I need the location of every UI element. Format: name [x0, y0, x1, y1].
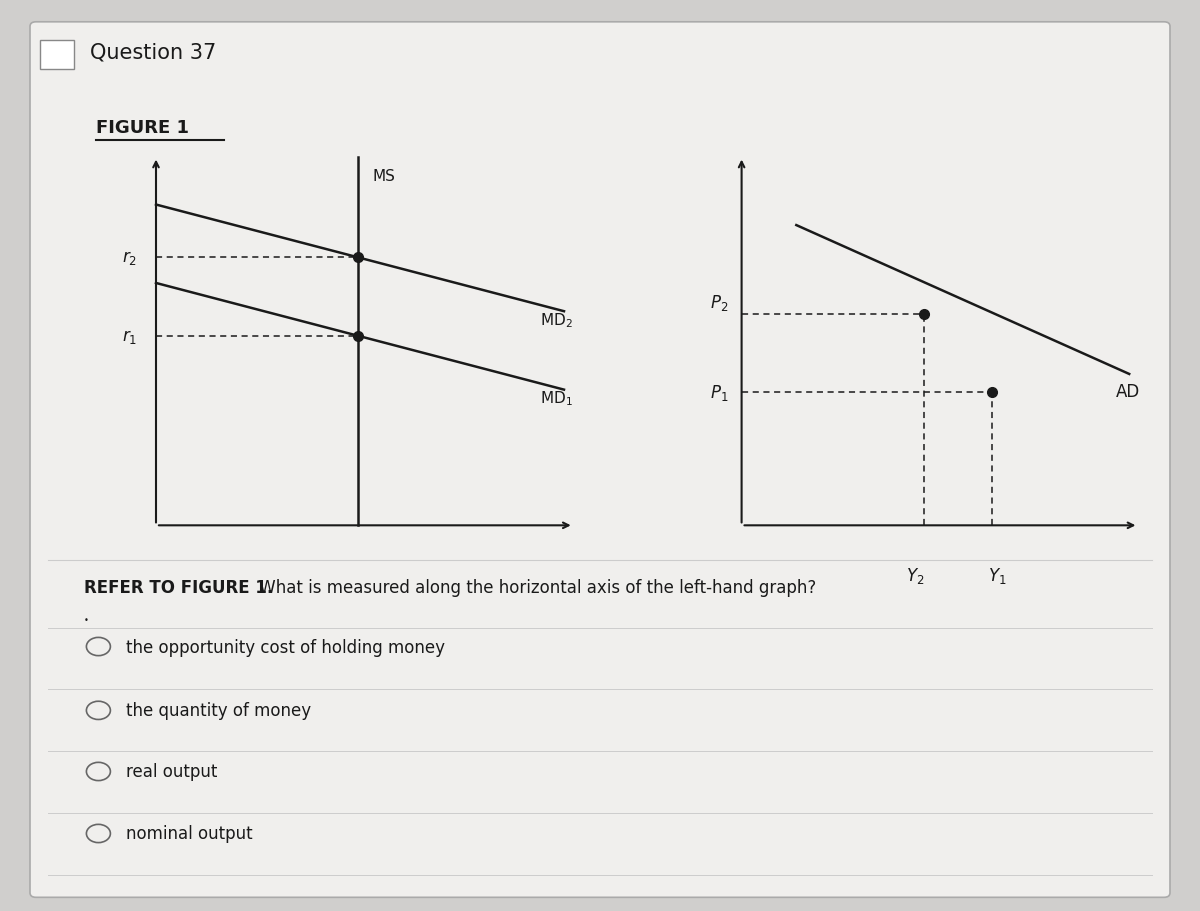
- Text: the opportunity cost of holding money: the opportunity cost of holding money: [126, 638, 445, 656]
- Text: $r_2$: $r_2$: [122, 249, 138, 267]
- Text: MD$_1$: MD$_1$: [540, 389, 572, 408]
- Text: the quantity of money: the quantity of money: [126, 701, 311, 720]
- Text: REFER TO FIGURE 1.: REFER TO FIGURE 1.: [84, 578, 274, 597]
- Text: FIGURE 1: FIGURE 1: [96, 118, 190, 137]
- FancyBboxPatch shape: [40, 41, 74, 70]
- FancyBboxPatch shape: [30, 23, 1170, 897]
- Text: $P_2$: $P_2$: [709, 292, 728, 312]
- Text: What is measured along the horizontal axis of the left-hand graph?: What is measured along the horizontal ax…: [254, 578, 817, 597]
- Text: •: •: [84, 615, 89, 624]
- Text: $Y_2$: $Y_2$: [906, 565, 924, 585]
- Text: AD: AD: [1116, 383, 1140, 400]
- Text: real output: real output: [126, 763, 217, 781]
- Text: nominal output: nominal output: [126, 824, 253, 843]
- Text: $Y_1$: $Y_1$: [988, 565, 1007, 585]
- Text: $r_1$: $r_1$: [122, 327, 138, 345]
- Text: $P_1$: $P_1$: [709, 383, 728, 403]
- Text: MS: MS: [372, 169, 395, 184]
- Text: MD$_2$: MD$_2$: [540, 311, 572, 330]
- Text: Question 37: Question 37: [90, 43, 216, 63]
